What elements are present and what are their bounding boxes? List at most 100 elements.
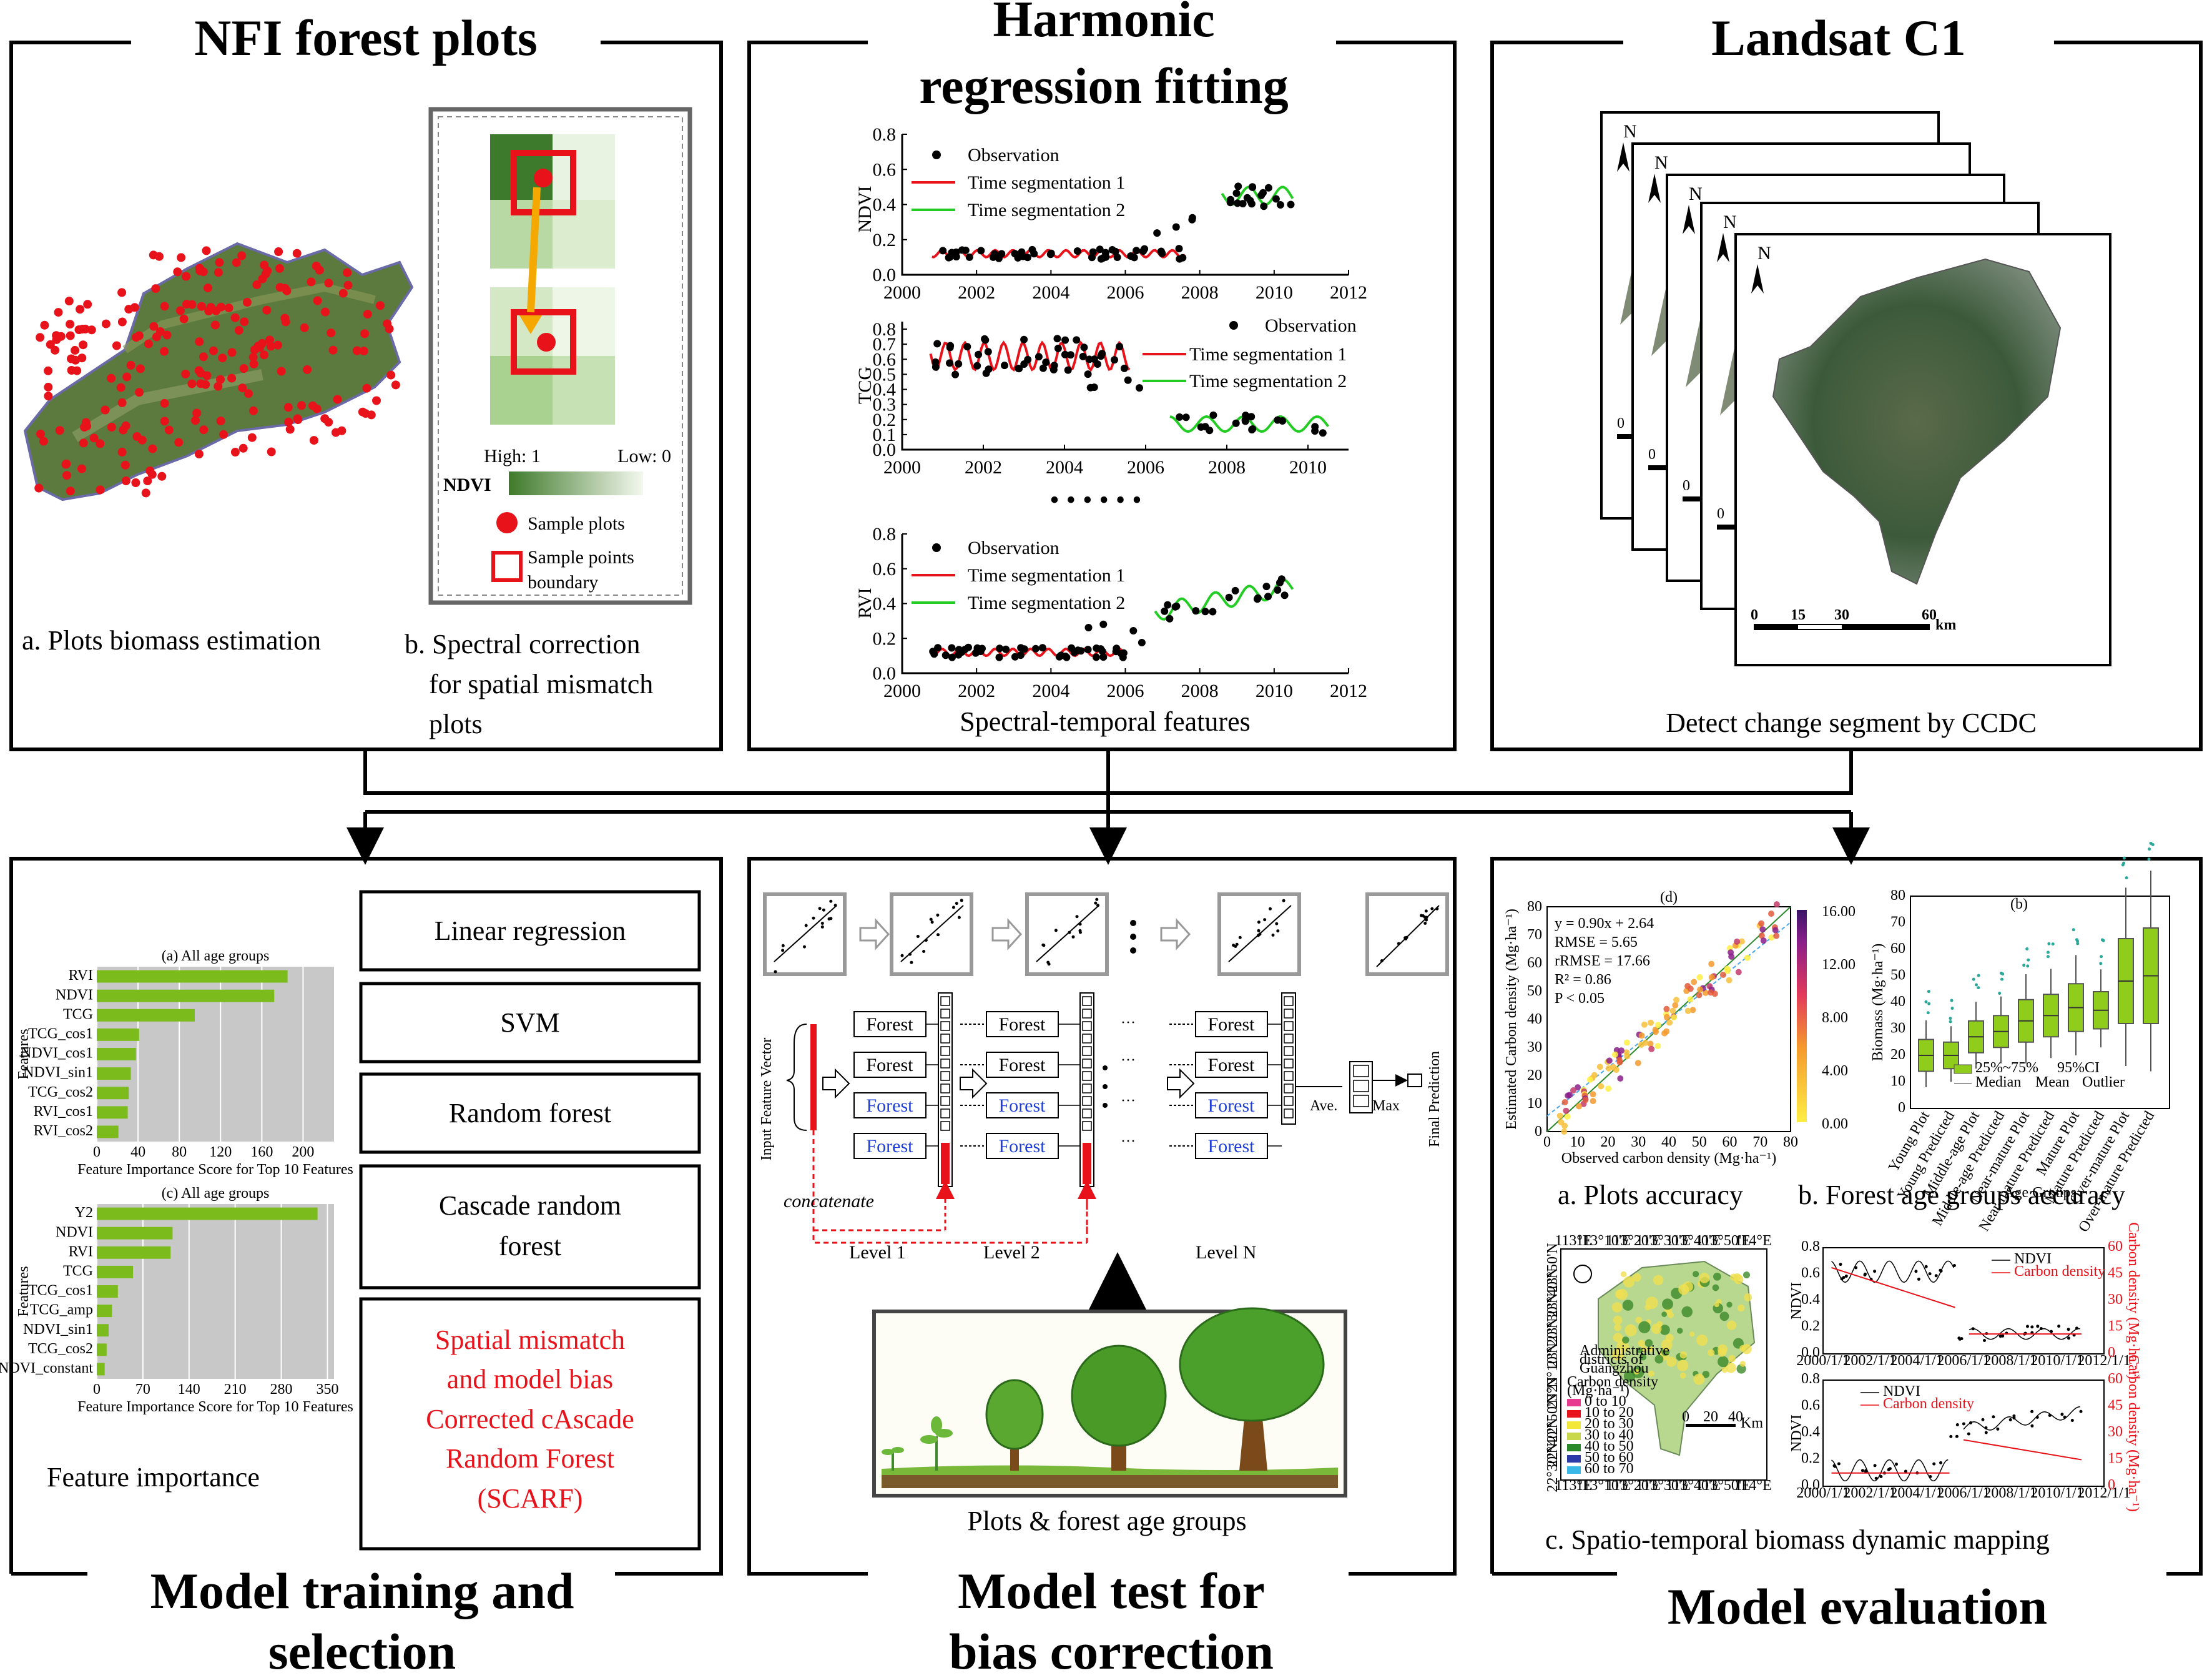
left-tick-label: 0.4 bbox=[1801, 1291, 1820, 1308]
lat-label: 22°50'N bbox=[1545, 1393, 1561, 1442]
outlier-point bbox=[1950, 999, 1954, 1002]
observation-point bbox=[1276, 201, 1284, 209]
sample-plot-dot bbox=[227, 348, 237, 357]
ave-label: Ave. bbox=[1310, 1098, 1337, 1114]
legend-carbon: Carbon density bbox=[1883, 1396, 1974, 1412]
map-pixel bbox=[1639, 1353, 1646, 1361]
outlier-point bbox=[1977, 986, 1980, 990]
sample-plot-dot bbox=[74, 325, 84, 334]
x-tick-label: 0 bbox=[93, 1381, 101, 1398]
map-pixel bbox=[1679, 1351, 1688, 1359]
scale-tick: 60 bbox=[1922, 607, 1937, 623]
x-tick-label: 2002 bbox=[958, 681, 995, 701]
harmonic-legend-2 bbox=[1143, 321, 1238, 382]
ellipsis-dot bbox=[1130, 920, 1136, 926]
feature-cell bbox=[940, 996, 950, 1006]
satellite-image bbox=[1772, 258, 2062, 585]
feature-cell bbox=[940, 1121, 950, 1131]
map-pixel bbox=[1666, 1356, 1677, 1367]
ellipsis-dot bbox=[1130, 934, 1136, 940]
sample-plot-dot bbox=[258, 274, 267, 284]
observation-point bbox=[1111, 356, 1118, 364]
sample-plot-dot bbox=[227, 373, 237, 383]
sample-plot-dot bbox=[238, 383, 247, 393]
sample-plot-dot bbox=[67, 354, 76, 363]
y-tick-label: 20 bbox=[1890, 1047, 1905, 1063]
scatter-dot bbox=[1096, 904, 1099, 907]
scatter-dot bbox=[960, 899, 963, 902]
observation-point bbox=[1197, 423, 1205, 431]
scatter-dot bbox=[910, 960, 913, 964]
scatter-dot bbox=[936, 913, 940, 917]
sample-boundary-label-line2: boundary bbox=[528, 572, 598, 593]
map-pixel bbox=[1744, 1293, 1752, 1301]
feature-label: NDVI_sin1 bbox=[23, 1321, 93, 1338]
sample-plot-dots bbox=[34, 246, 400, 498]
y-tick-label: 80 bbox=[1527, 899, 1542, 915]
x-tick-label: 2010 bbox=[1289, 457, 1327, 478]
observation-point bbox=[1209, 411, 1217, 419]
map-pixel bbox=[1741, 1344, 1752, 1355]
scatter-point bbox=[1689, 1007, 1696, 1014]
scatter-ylabel: Estimated Carbon density (Mg·ha⁻¹) bbox=[1503, 909, 1520, 1130]
outlier-point bbox=[2046, 950, 2050, 954]
max-label: Max bbox=[1372, 1098, 1400, 1114]
ndvi-point bbox=[2030, 1409, 2034, 1413]
forest-label: Forest bbox=[999, 1095, 1046, 1116]
scatter-dot bbox=[820, 922, 824, 925]
observation-point bbox=[1209, 608, 1217, 616]
observation-point bbox=[1247, 200, 1256, 208]
observation-point bbox=[1061, 336, 1069, 344]
feature-label: NDVI_constant bbox=[0, 1360, 93, 1376]
observation-point bbox=[1188, 215, 1196, 224]
ellipsis-dot bbox=[1103, 1084, 1108, 1089]
sample-plot-dot bbox=[117, 447, 127, 457]
y-tick-label: 80 bbox=[1890, 887, 1905, 904]
sample-plot-dot bbox=[275, 264, 284, 273]
spectral-correction-box bbox=[428, 107, 692, 605]
scatter-point bbox=[1772, 927, 1779, 934]
x-tick-label: 2000/1/1 bbox=[1796, 1353, 1849, 1369]
left-tick-label: 0.6 bbox=[1801, 1265, 1820, 1281]
ndvi-point bbox=[1984, 1426, 1988, 1429]
sample-plot-dot bbox=[122, 372, 132, 382]
observation-point bbox=[1084, 370, 1092, 378]
north-arrow-icon bbox=[1683, 205, 1695, 234]
outlier-point bbox=[2076, 942, 2080, 945]
ts-frame bbox=[1822, 1247, 2105, 1355]
y-tick-label: 0.4 bbox=[873, 594, 897, 614]
sample-plot-dot bbox=[55, 426, 64, 435]
feature-label: NDVI_cos1 bbox=[21, 1045, 93, 1062]
carbon-legend-title: (Mg·ha⁻¹) bbox=[1567, 1383, 1630, 1399]
observation-point bbox=[1141, 245, 1149, 253]
feature-label: NDVI_sin1 bbox=[23, 1065, 93, 1081]
lon-label: 113°40'E bbox=[1666, 1233, 1721, 1249]
x-tick-label: 50 bbox=[1692, 1134, 1707, 1150]
feature-cell bbox=[1082, 1096, 1092, 1106]
scatter-point bbox=[1663, 1005, 1670, 1012]
scatter-point bbox=[1687, 996, 1694, 1003]
observation-point bbox=[941, 651, 950, 659]
scatter-point bbox=[1654, 1043, 1661, 1049]
x-tick-label: 2012 bbox=[1330, 681, 1367, 701]
sample-plot-dot bbox=[96, 485, 105, 495]
observation-point bbox=[1035, 353, 1043, 361]
harmonic-caption: Spectral-temporal features bbox=[960, 706, 1250, 737]
x-tick-label: 200 bbox=[292, 1144, 314, 1160]
observation-point bbox=[1042, 358, 1050, 367]
observation-point bbox=[961, 646, 969, 653]
scatter-stat: rRMSE = 17.66 bbox=[1555, 953, 1650, 969]
sample-plot-dot bbox=[187, 379, 197, 388]
observation-point bbox=[1319, 429, 1327, 437]
sample-plot-dot bbox=[144, 339, 153, 348]
x-tick-label: 2004/1/1 bbox=[1890, 1353, 1943, 1369]
observation-point bbox=[952, 253, 960, 261]
sample-plot-dot bbox=[66, 331, 75, 340]
scatter-thumbnails bbox=[763, 892, 1449, 976]
observation-point bbox=[1073, 336, 1081, 344]
sample-plot-dot bbox=[242, 298, 252, 307]
map-pixel bbox=[1739, 1361, 1746, 1367]
scatter-dot bbox=[1269, 907, 1272, 911]
scatter-point bbox=[1684, 983, 1691, 989]
